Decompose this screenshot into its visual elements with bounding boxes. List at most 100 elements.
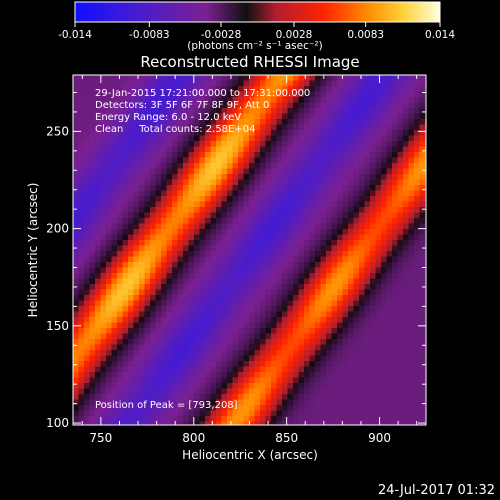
heatmap-cell	[331, 229, 338, 235]
heatmap-cell	[73, 141, 79, 147]
heatmap-cell	[100, 146, 107, 153]
heatmap-cell	[216, 267, 222, 274]
heatmap-cell	[238, 163, 244, 169]
heatmap-cell	[408, 168, 415, 175]
heatmap-cell	[117, 328, 123, 334]
heatmap-cell	[337, 157, 343, 164]
heatmap-cell	[370, 135, 376, 142]
heatmap-cell	[408, 130, 415, 136]
heatmap-cell	[78, 201, 85, 208]
heatmap-cell	[133, 388, 140, 395]
heatmap-cell	[287, 333, 294, 340]
heatmap-cell	[106, 75, 112, 81]
heatmap-cell	[188, 295, 195, 301]
heatmap-cell	[117, 146, 123, 153]
heatmap-cell	[271, 124, 277, 131]
heatmap-cell	[403, 102, 409, 109]
heatmap-cell	[216, 355, 222, 362]
heatmap-cell	[95, 108, 101, 114]
heatmap-cell	[359, 394, 365, 400]
heatmap-cell	[172, 311, 178, 318]
heatmap-cell	[210, 256, 217, 263]
heatmap-cell	[122, 295, 129, 301]
heatmap-cell	[249, 372, 255, 378]
heatmap-cell	[95, 339, 101, 345]
heatmap-cell	[304, 190, 310, 197]
heatmap-cell	[392, 410, 398, 417]
heatmap-cell	[386, 355, 393, 362]
heatmap-cell	[359, 262, 365, 268]
heatmap-cell	[106, 218, 112, 224]
heatmap-cell	[315, 361, 321, 367]
heatmap-cell	[249, 190, 255, 197]
heatmap-cell	[265, 328, 272, 334]
heatmap-cell	[265, 240, 272, 246]
heatmap-cell	[210, 344, 217, 351]
heatmap-cell	[337, 350, 343, 356]
heatmap-cell	[375, 284, 382, 290]
heatmap-cell	[326, 328, 332, 334]
heatmap-cell	[166, 355, 173, 362]
heatmap-cell	[254, 416, 261, 422]
heatmap-cell	[276, 311, 283, 318]
heatmap-cell	[293, 174, 299, 180]
heatmap-cell	[84, 405, 90, 411]
heatmap-cell	[271, 113, 277, 120]
heatmap-cell	[139, 168, 145, 175]
heatmap-cell	[370, 251, 376, 257]
heatmap-cell	[320, 410, 327, 417]
heatmap-cell	[315, 174, 321, 180]
heatmap-cell	[337, 196, 343, 202]
heatmap-cell	[199, 306, 206, 312]
heatmap-cell	[155, 306, 162, 312]
heatmap-cell	[342, 361, 349, 367]
heatmap-cell	[287, 212, 294, 219]
heatmap-cell	[95, 201, 101, 208]
heatmap-cell	[414, 388, 420, 395]
heatmap-cell	[342, 201, 349, 208]
heatmap-cell	[359, 306, 365, 312]
heatmap-cell	[375, 207, 382, 213]
heatmap-cell	[287, 196, 294, 202]
heatmap-cell	[232, 218, 239, 224]
heatmap-cell	[227, 262, 233, 268]
heatmap-cell	[122, 300, 129, 307]
heatmap-cell	[381, 218, 387, 224]
heatmap-cell	[84, 421, 90, 425]
heatmap-cell	[304, 251, 310, 257]
heatmap-cell	[304, 405, 310, 411]
heatmap-cell	[89, 278, 96, 285]
heatmap-cell	[122, 152, 129, 158]
heatmap-cell	[144, 328, 151, 334]
heatmap-cell	[408, 80, 415, 87]
heatmap-cell	[150, 223, 156, 230]
heatmap-cell	[293, 295, 299, 301]
heatmap-cell	[73, 130, 79, 136]
heatmap-cell	[375, 196, 382, 202]
heatmap-cell	[122, 229, 129, 235]
heatmap-cell	[128, 405, 134, 411]
heatmap-cell	[166, 218, 173, 224]
heatmap-cell	[199, 394, 206, 400]
heatmap-cell	[221, 339, 228, 345]
heatmap-cell	[315, 97, 321, 103]
heatmap-cell	[133, 273, 140, 279]
heatmap-cell	[177, 399, 184, 406]
heatmap-cell	[359, 163, 365, 169]
heatmap-cell	[155, 344, 162, 351]
heatmap-cell	[309, 119, 316, 125]
heatmap-cell	[309, 201, 316, 208]
heatmap-cell	[89, 377, 96, 384]
heatmap-cell	[276, 344, 283, 351]
heatmap-cell	[221, 119, 228, 125]
heatmap-cell	[122, 240, 129, 246]
heatmap-cell	[348, 218, 354, 224]
heatmap-cell	[150, 322, 156, 329]
heatmap-cell	[133, 256, 140, 263]
heatmap-cell	[375, 218, 382, 224]
heatmap-cell	[271, 262, 277, 268]
heatmap-cell	[392, 388, 398, 395]
heatmap-cell	[238, 207, 244, 213]
heatmap-cell	[188, 377, 195, 384]
heatmap-cell	[348, 201, 354, 208]
